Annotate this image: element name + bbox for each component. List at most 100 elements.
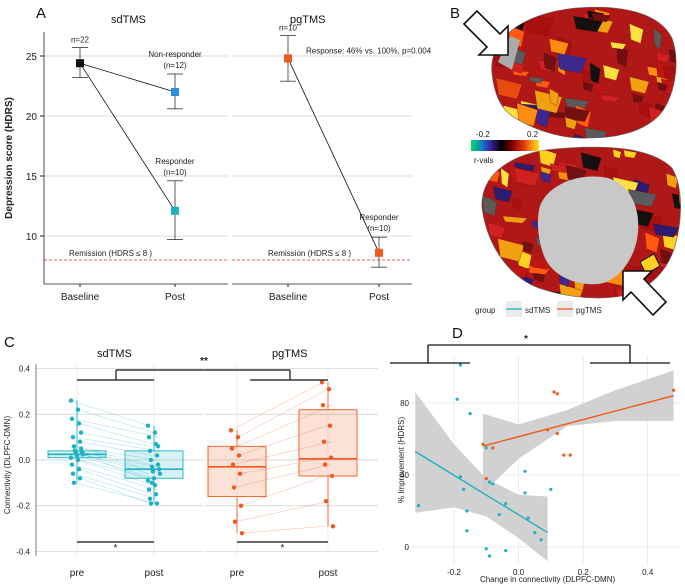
- data-point: [69, 416, 75, 422]
- data-point: [323, 498, 329, 504]
- subject-paired-line: [72, 436, 159, 452]
- panel-a-x-tick-label: Baseline: [269, 292, 308, 303]
- brain-parcel: [548, 38, 569, 55]
- panel-a-trajectory-line: [79, 62, 176, 212]
- data-point: [319, 380, 325, 385]
- data-point: [155, 462, 161, 467]
- data-point: [80, 452, 86, 457]
- panel-c-y-axis-label: Connectivity (DLPFC-DMN): [3, 416, 12, 515]
- brain-parcel: [493, 186, 513, 203]
- subject-paired-line: [70, 457, 160, 481]
- brain-parcel: [564, 117, 578, 130]
- brain-parcel: [522, 240, 534, 253]
- brain-parcel: [677, 148, 681, 167]
- scatter-point-pgtms: [484, 476, 488, 481]
- brain-parcel: [540, 171, 552, 183]
- data-point: [74, 453, 80, 458]
- panel-c-facet-title-pgtms: pgTMS: [272, 348, 307, 360]
- data-point: [232, 519, 238, 524]
- panel-c-x-tick-label: pre: [70, 568, 85, 579]
- box-post: [298, 409, 358, 477]
- post-point-responder: [375, 248, 383, 257]
- group-n-label: (n=12): [163, 61, 187, 70]
- scatter-point-pgtms: [568, 453, 572, 457]
- brain-parcel: [638, 100, 653, 118]
- scatter-point-sdtms: [504, 548, 508, 553]
- brain-parcel: [644, 231, 660, 254]
- panel-label-b: B: [450, 5, 460, 22]
- brain-parcel: [653, 28, 662, 50]
- brain-parcel: [648, 106, 670, 130]
- brain-parcel: [665, 172, 679, 189]
- baseline-point: [76, 59, 84, 68]
- scatter-point-pgtms: [555, 392, 559, 396]
- data-point: [326, 386, 332, 392]
- brain-parcel: [622, 134, 645, 139]
- data-point: [154, 501, 160, 506]
- brain-parcel: [657, 81, 668, 92]
- scatter-point-sdtms: [465, 509, 469, 513]
- data-point: [147, 496, 153, 502]
- panel-c-y-tick-label: 0.4: [19, 365, 31, 374]
- brain-parcel: [616, 43, 629, 68]
- data-point: [146, 487, 152, 492]
- data-point: [147, 448, 153, 454]
- brain-parcel: [513, 167, 541, 187]
- scatter-point-sdtms: [484, 547, 488, 551]
- panel-c-chart: sdTMS pgTMS Connectivity (DLPFC-DMN) pre…: [3, 348, 378, 579]
- confidence-band-pgtms: [483, 370, 674, 493]
- legend: group sdTMS pgTMS: [475, 301, 602, 317]
- subject-paired-line: [77, 459, 154, 486]
- brain-parcel: [482, 195, 498, 217]
- panel-label-a: A: [36, 5, 46, 22]
- brain-roi-highlight: [498, 36, 520, 70]
- data-point: [330, 524, 336, 529]
- panel-label-d: D: [452, 325, 463, 342]
- data-point: [146, 434, 152, 440]
- data-point: [75, 457, 81, 463]
- panel-a-y-tick-label: 20: [26, 112, 38, 123]
- panel-d-y-axis-label: % Improvement (HDRS): [397, 417, 406, 504]
- brain-parcel: [670, 161, 681, 170]
- panel-d-chart: Change in connectivity (DLPFC-DMN) % Imp…: [390, 334, 680, 584]
- panel-a-trajectory-line: [287, 58, 380, 253]
- panel-a-chart: sdTMS pgTMS Depression score (HDRS) Remi…: [4, 14, 432, 303]
- scatter-point-sdtms: [491, 482, 495, 486]
- data-point: [150, 469, 156, 474]
- group-name-label: Non-responder: [148, 50, 202, 59]
- data-point: [230, 462, 236, 467]
- group-n-label: (n=10): [163, 168, 187, 177]
- data-point: [231, 485, 237, 490]
- subject-paired-line: [241, 526, 325, 534]
- brain-parcel: [508, 12, 526, 31]
- data-point: [157, 471, 163, 476]
- data-point: [70, 434, 76, 440]
- panel-c-y-tick-label: -0.4: [16, 547, 30, 556]
- legend-label-pgtms: pgTMS: [576, 306, 602, 315]
- scatter-point-sdtms: [462, 487, 466, 491]
- panel-c-x-tick-label: pre: [230, 568, 245, 579]
- brain-parcel: [671, 193, 681, 212]
- panel-d-significance: *: [524, 334, 528, 345]
- data-point: [72, 448, 78, 454]
- data-point: [328, 455, 334, 460]
- brain-parcel: [556, 52, 587, 74]
- data-point: [152, 482, 158, 488]
- data-point: [68, 398, 74, 403]
- subject-paired-line: [71, 418, 160, 438]
- colorbar-title: r-vals: [474, 156, 494, 165]
- data-point: [76, 466, 82, 472]
- brain-parcel: [581, 67, 591, 85]
- subject-paired-line: [232, 441, 333, 465]
- data-point: [228, 428, 234, 433]
- confidence-band-sdtms: [415, 392, 548, 562]
- brain-parcel: [507, 14, 520, 27]
- brain-parcel: [653, 223, 680, 238]
- brain-parcel: [656, 51, 670, 63]
- panel-a-y-tick-label: 15: [26, 172, 38, 183]
- brain-parcel: [511, 197, 523, 210]
- scatter-point-pgtms: [552, 390, 556, 394]
- scatter-point-sdtms: [484, 446, 488, 450]
- colorbar-max-label: 0.2: [527, 130, 539, 139]
- box-post: [124, 450, 184, 479]
